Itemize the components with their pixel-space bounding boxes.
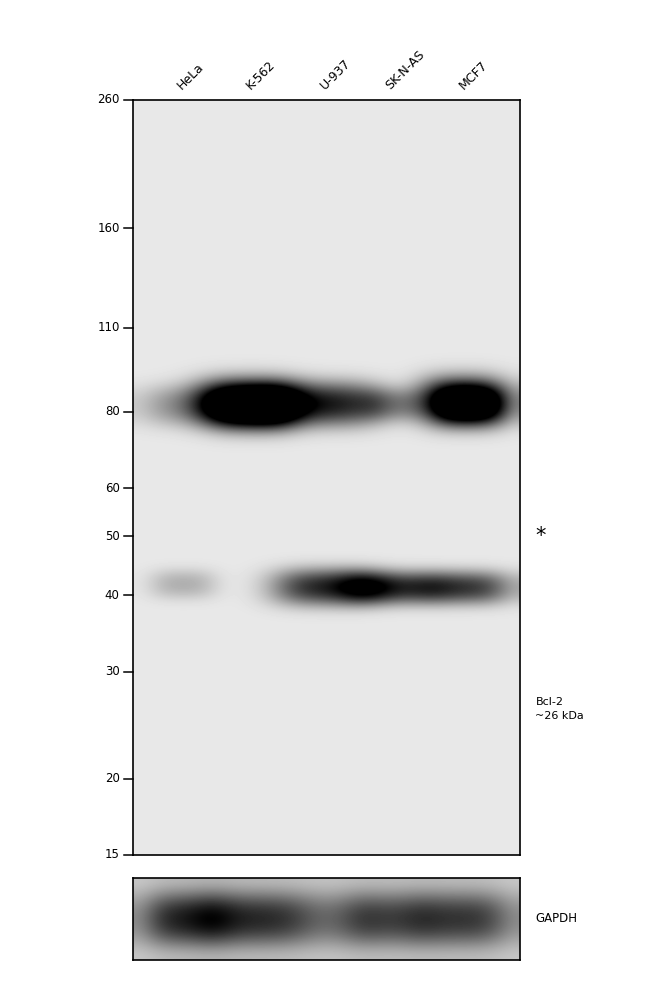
Text: K-562: K-562 (244, 58, 278, 92)
Text: 15: 15 (105, 848, 120, 861)
Text: Bcl-2
~26 kDa: Bcl-2 ~26 kDa (536, 697, 584, 721)
Text: 60: 60 (105, 482, 120, 495)
Text: GAPDH: GAPDH (536, 912, 577, 926)
Text: MCF7: MCF7 (457, 59, 490, 92)
Text: SK-N-AS: SK-N-AS (384, 48, 427, 92)
Text: 20: 20 (105, 772, 120, 785)
Text: HeLa: HeLa (174, 61, 206, 92)
Text: 260: 260 (98, 93, 120, 106)
Text: *: * (536, 526, 546, 546)
Text: 40: 40 (105, 589, 120, 602)
Text: 50: 50 (105, 530, 120, 543)
Text: U-937: U-937 (317, 57, 353, 92)
Text: 110: 110 (98, 321, 120, 334)
Text: 160: 160 (98, 222, 120, 235)
Text: 80: 80 (105, 405, 120, 418)
Text: 30: 30 (105, 665, 120, 678)
